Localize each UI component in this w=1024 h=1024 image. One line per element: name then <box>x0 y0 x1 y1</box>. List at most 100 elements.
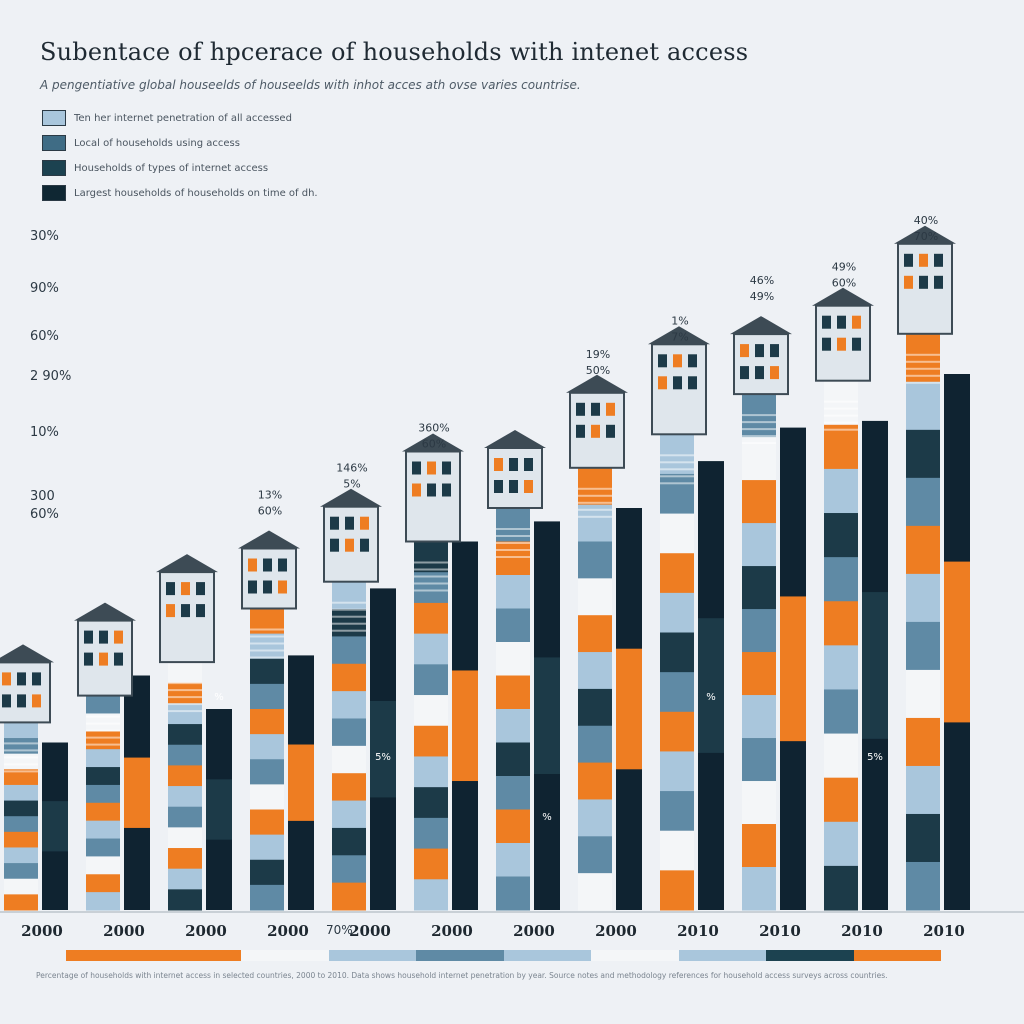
x-tick-label: 2000 <box>513 922 555 940</box>
bar <box>168 765 202 787</box>
bar <box>414 756 448 788</box>
bar <box>824 513 858 558</box>
bar-stripe <box>332 601 366 604</box>
footer-band-segment <box>66 950 154 961</box>
bar <box>906 861 940 911</box>
bar <box>86 820 120 840</box>
building-window <box>509 458 518 471</box>
legend-label: Largest households of households on time… <box>74 187 318 199</box>
bar <box>4 769 38 786</box>
bar <box>332 636 366 665</box>
bar <box>4 831 38 848</box>
bar <box>496 675 530 710</box>
x-axis: 2000 2000 2000 2000 2000 2000 2000 2000 2010 2010… <box>21 922 965 940</box>
bar <box>250 784 284 810</box>
building-window <box>606 424 615 438</box>
building-window <box>412 483 421 497</box>
bar <box>4 738 38 755</box>
bar <box>496 541 530 576</box>
bar-stripe <box>496 528 530 530</box>
bar-segment <box>42 801 68 852</box>
bar-stripe <box>824 414 858 417</box>
bar-top-label: 5% <box>343 478 360 491</box>
bar-group: 13% 60% 146% 5% 360% 60% 19% 50% 1% 7% 46% 49% 49% 60… <box>0 214 970 911</box>
building-window <box>524 458 533 471</box>
bar-stripe <box>742 421 776 424</box>
bar-value-label: % <box>214 692 224 703</box>
bar-stripe <box>742 428 776 431</box>
bar <box>824 468 858 514</box>
building-window <box>17 672 26 686</box>
building <box>733 333 789 396</box>
bar-segment <box>780 596 806 742</box>
bar-top-label: 13% <box>258 489 282 502</box>
legend-item: Largest households of households on time… <box>42 181 318 205</box>
bar <box>86 695 120 714</box>
building-window <box>248 558 257 572</box>
building-window <box>673 354 682 368</box>
building-window <box>181 582 190 596</box>
building-window <box>166 582 175 596</box>
bar <box>496 809 530 844</box>
bar-stripe <box>250 642 284 645</box>
bar <box>496 709 530 743</box>
bar-stripe <box>496 549 530 551</box>
bar <box>660 632 694 673</box>
building-window <box>673 376 682 390</box>
bar <box>578 725 612 764</box>
footer-band-segment <box>678 950 766 961</box>
bar <box>660 711 694 752</box>
bar <box>332 718 366 747</box>
bar <box>824 777 858 823</box>
building-roof <box>320 488 382 507</box>
legend-swatch <box>42 110 66 126</box>
bar <box>742 609 776 653</box>
bar <box>742 480 776 524</box>
footer-band-segment <box>328 950 416 961</box>
building-window <box>345 516 354 530</box>
building-window <box>360 516 369 530</box>
bar <box>332 663 366 692</box>
building-window <box>919 275 928 289</box>
bar <box>250 633 284 660</box>
bar-stripe <box>496 535 530 537</box>
building-window <box>99 630 108 644</box>
bar-stripe <box>906 353 940 356</box>
bar <box>824 557 858 602</box>
bar-stripe <box>660 454 694 457</box>
bar <box>824 601 858 646</box>
bar <box>86 838 120 857</box>
footer-band-segment <box>241 950 329 961</box>
bar <box>660 592 694 634</box>
bar <box>414 633 448 665</box>
x-tick-label: 2000 <box>431 922 473 940</box>
bar-stripe <box>4 756 38 759</box>
bar <box>496 876 530 911</box>
bar-stripe <box>4 749 38 752</box>
bar <box>250 859 284 886</box>
building-window <box>740 366 749 380</box>
bar-stripe <box>824 400 858 403</box>
building-window <box>84 652 93 666</box>
legend-item: Local of households using access <box>42 131 318 155</box>
bar <box>86 749 120 768</box>
building-window <box>99 652 108 666</box>
bar <box>742 824 776 868</box>
bar <box>578 688 612 727</box>
y-tick-label: 2 90% <box>30 369 71 384</box>
building-window <box>345 538 354 552</box>
bar-top-label: 60% <box>258 505 282 518</box>
building-window <box>114 652 123 666</box>
building-window <box>934 275 943 289</box>
bar-stripe <box>414 575 448 578</box>
bar-stripe <box>496 556 530 558</box>
bar-stripe <box>168 710 202 713</box>
bar-value-label: % <box>706 692 716 703</box>
building-window <box>84 630 93 644</box>
bar-stripe <box>824 407 858 410</box>
bar <box>250 759 284 785</box>
chart-title: Subentace of hpcerace of households with… <box>40 38 749 66</box>
building-window <box>330 538 339 552</box>
bar <box>906 573 940 623</box>
